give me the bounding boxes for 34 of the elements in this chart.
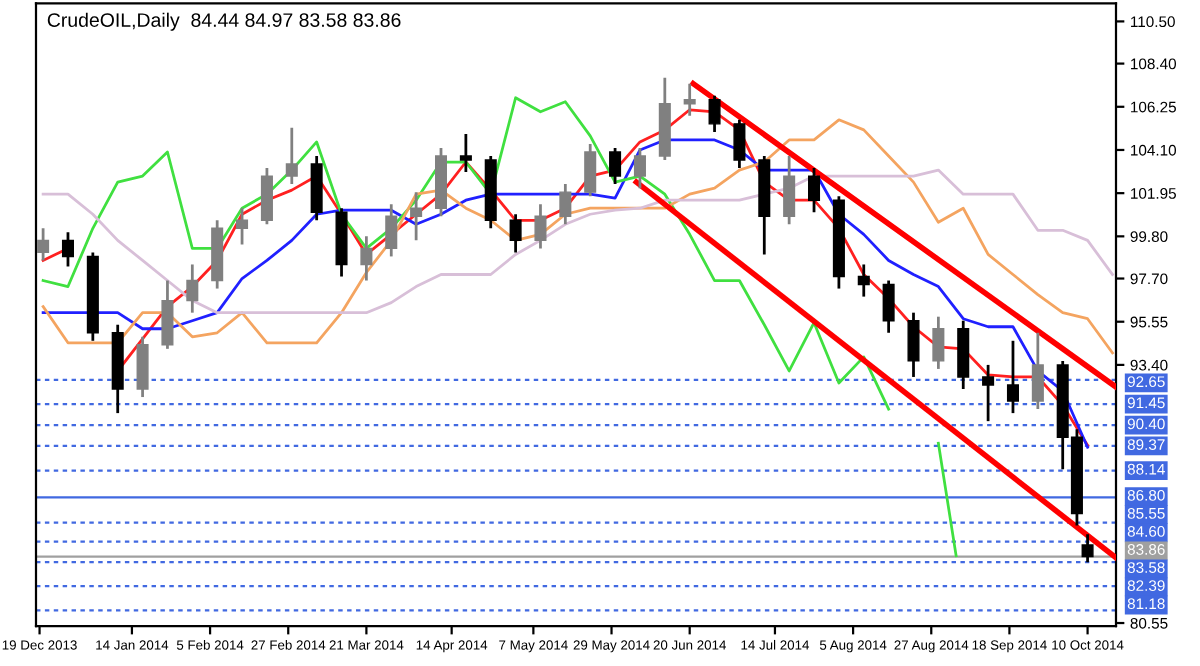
candlestick [584, 142, 597, 198]
line-series [41, 168, 1114, 315]
candlestick [1031, 331, 1044, 411]
candlestick [783, 154, 796, 226]
candlestick [360, 234, 373, 282]
candlestick [37, 226, 50, 262]
candlestick [733, 118, 746, 170]
candlestick [1081, 532, 1094, 564]
candlestick [509, 212, 522, 254]
candlestick [186, 263, 199, 315]
candlestick [285, 126, 298, 186]
candlestick [559, 182, 572, 226]
candlestick [410, 190, 423, 242]
candlestick [982, 363, 995, 423]
candlestick [683, 82, 696, 118]
candlestick [882, 279, 895, 335]
candlestick [459, 132, 472, 174]
candlestick [708, 94, 721, 134]
chart-title: CrudeOIL,Daily 84.44 84.97 83.58 83.86 [47, 12, 401, 31]
candlestick [136, 335, 149, 399]
candlestick [808, 166, 821, 214]
candlestick [932, 315, 945, 371]
candlestick [1006, 339, 1019, 415]
candlestick [385, 202, 398, 258]
candlestick [609, 146, 622, 186]
candlestick [260, 166, 273, 226]
candlestick [61, 230, 74, 268]
candlestick [907, 311, 920, 379]
candlestick [633, 146, 646, 190]
candlestick [857, 263, 870, 298]
candlestick [534, 202, 547, 250]
line-series [41, 118, 1114, 355]
candlestick [236, 206, 249, 246]
candlestick [161, 279, 174, 351]
